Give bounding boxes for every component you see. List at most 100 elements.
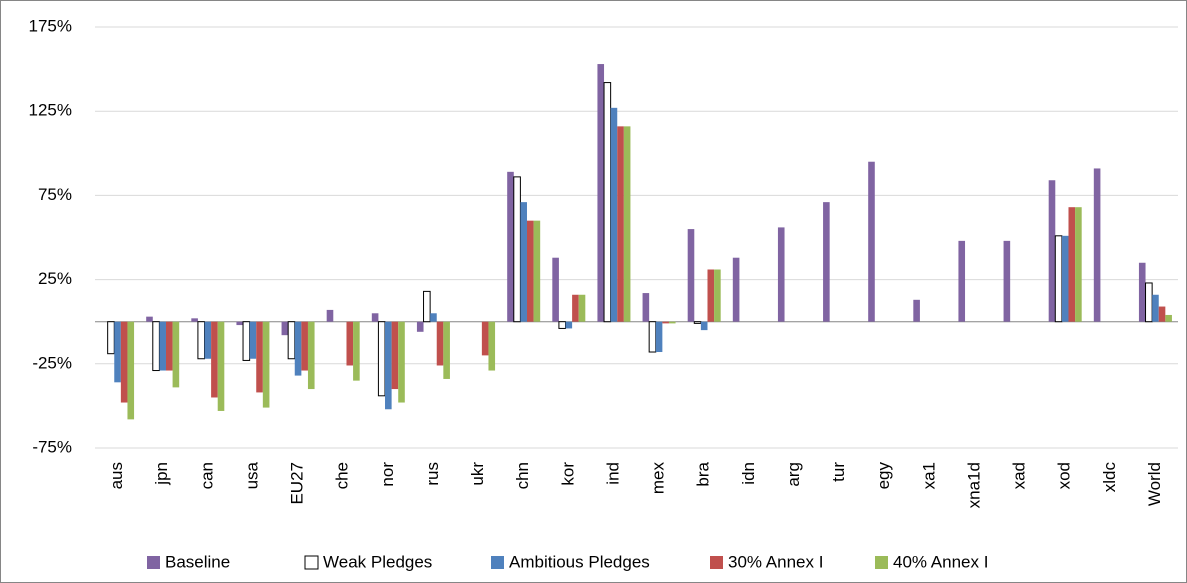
x-tick-label: kor [558,462,577,486]
bar [287,321,296,360]
x-tick-label: can [197,462,216,489]
y-tick-label: 75% [38,185,72,204]
bar [481,321,489,356]
bar [301,321,308,371]
x-tick-label: EU27 [288,462,307,505]
bar [120,321,128,403]
bar [693,321,702,324]
bar [648,321,657,353]
bar [533,220,541,322]
bar [249,321,257,359]
bar [513,176,521,323]
x-tick-label: xad [1010,462,1029,489]
x-tick-label: idn [739,462,758,485]
bar [398,321,405,403]
bar [823,202,830,322]
x-tick-label: World [1145,462,1164,506]
x-tick-label: jpn [152,462,171,486]
legend-swatch [710,556,723,569]
bar [443,321,450,379]
bar [1061,235,1069,322]
bar [520,202,527,322]
bar [197,321,206,360]
legend-swatch [304,555,319,570]
legend-label: 40% Annex I [893,552,988,571]
bar [623,126,631,322]
bar [326,309,334,322]
bar [707,269,715,322]
x-tick-label: usa [242,461,261,489]
x-tick-label: ind [603,462,622,485]
x-tick-label: xna1d [964,462,983,508]
x-tick-label: arg [784,462,803,487]
bar [211,321,218,398]
bar [107,321,115,355]
bar [191,318,198,322]
bar [172,321,180,388]
bar [662,321,669,324]
x-tick-label: ukr [468,462,487,486]
bar [307,321,315,390]
bar [423,290,431,323]
bar [488,321,496,371]
bar [687,229,695,322]
legend-label: 30% Annex I [728,552,823,571]
bar [262,321,270,408]
bar [1152,294,1159,322]
bar [1075,207,1082,322]
bar [430,313,437,322]
bar [114,321,121,383]
bar [868,161,875,322]
bar [256,321,263,393]
bar [913,299,920,322]
bar [416,321,424,332]
bar [732,257,740,322]
bar [1165,314,1172,322]
bar [353,321,360,381]
bar [603,82,612,323]
x-tick-label: nor [378,462,397,487]
bar [204,321,212,359]
y-tick-label: -75% [32,437,72,456]
bar [436,321,444,366]
bar [572,294,579,322]
x-tick-label: che [333,462,352,489]
x-tick-label: egy [874,462,893,490]
x-tick-label: bra [694,461,713,486]
bar [1158,306,1166,322]
bar [526,220,534,322]
bar [1093,168,1101,322]
legend-label: Baseline [165,552,230,571]
legend-swatch [147,556,160,569]
bar [385,321,392,410]
bar [642,293,650,322]
bar [578,294,586,322]
bar [1068,207,1076,322]
x-tick-label: chn [513,462,532,489]
bar [371,313,379,322]
bar [617,126,624,322]
bar [700,321,708,331]
x-tick-label: rus [423,462,442,486]
bar [552,257,559,322]
bar [958,240,966,322]
bar [127,321,135,420]
bar [610,107,618,322]
bar [1048,180,1056,322]
x-tick-label: xa1 [919,462,938,489]
x-tick-label: aus [107,462,126,489]
bar [242,321,251,361]
y-tick-label: 125% [29,101,72,120]
y-tick-label: 175% [29,16,72,35]
bar [1145,282,1153,323]
bar [217,321,225,411]
bar [165,321,173,371]
bar [391,321,399,390]
bar [294,321,302,376]
y-tick-label: 25% [38,269,72,288]
bar [714,269,721,322]
legend-swatch [875,556,888,569]
x-tick-label: tur [829,462,848,482]
